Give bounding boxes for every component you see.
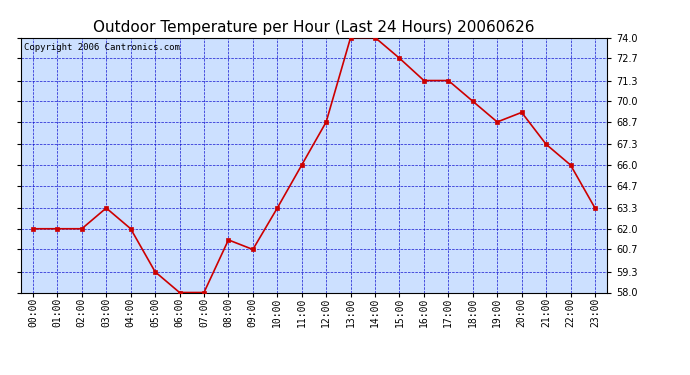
Text: Copyright 2006 Cantronics.com: Copyright 2006 Cantronics.com	[23, 43, 179, 52]
Title: Outdoor Temperature per Hour (Last 24 Hours) 20060626: Outdoor Temperature per Hour (Last 24 Ho…	[93, 20, 535, 35]
